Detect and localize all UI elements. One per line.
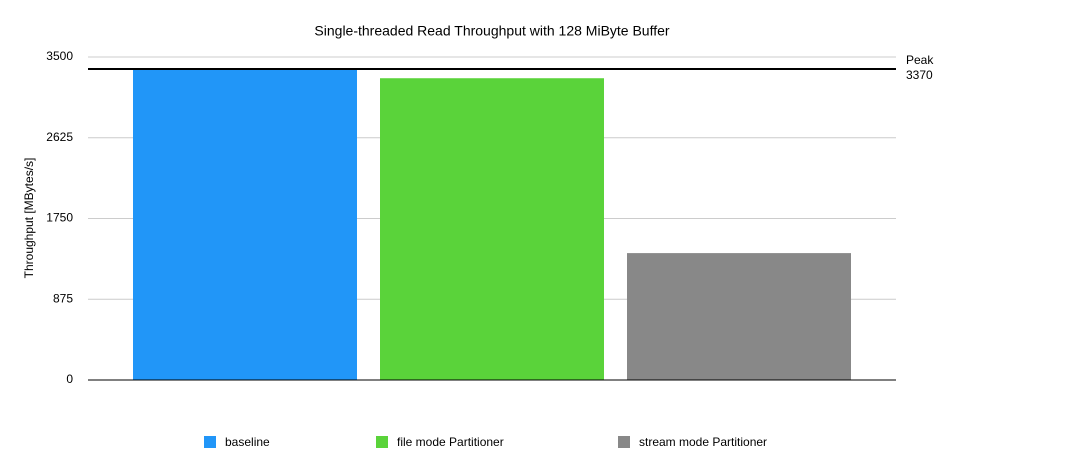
reference-value: 3370 <box>906 68 933 82</box>
bar <box>627 253 851 380</box>
legend-swatch <box>618 436 630 448</box>
bar <box>380 78 604 381</box>
y-tick-label: 3500 <box>46 49 73 63</box>
legend-swatch <box>376 436 388 448</box>
y-tick-label: 875 <box>53 291 73 305</box>
bar <box>133 68 357 381</box>
reference-label: Peak <box>906 53 934 67</box>
legend-label: file mode Partitioner <box>397 435 504 449</box>
legend-label: baseline <box>225 435 270 449</box>
y-tick-label: 0 <box>66 372 73 386</box>
chart-title: Single-threaded Read Throughput with 128… <box>314 23 669 39</box>
y-tick-label: 2625 <box>46 130 73 144</box>
y-tick-label: 1750 <box>46 211 73 225</box>
y-axis-label: Throughput [MBytes/s] <box>22 158 36 279</box>
legend-label: stream mode Partitioner <box>639 435 767 449</box>
legend-swatch <box>204 436 216 448</box>
